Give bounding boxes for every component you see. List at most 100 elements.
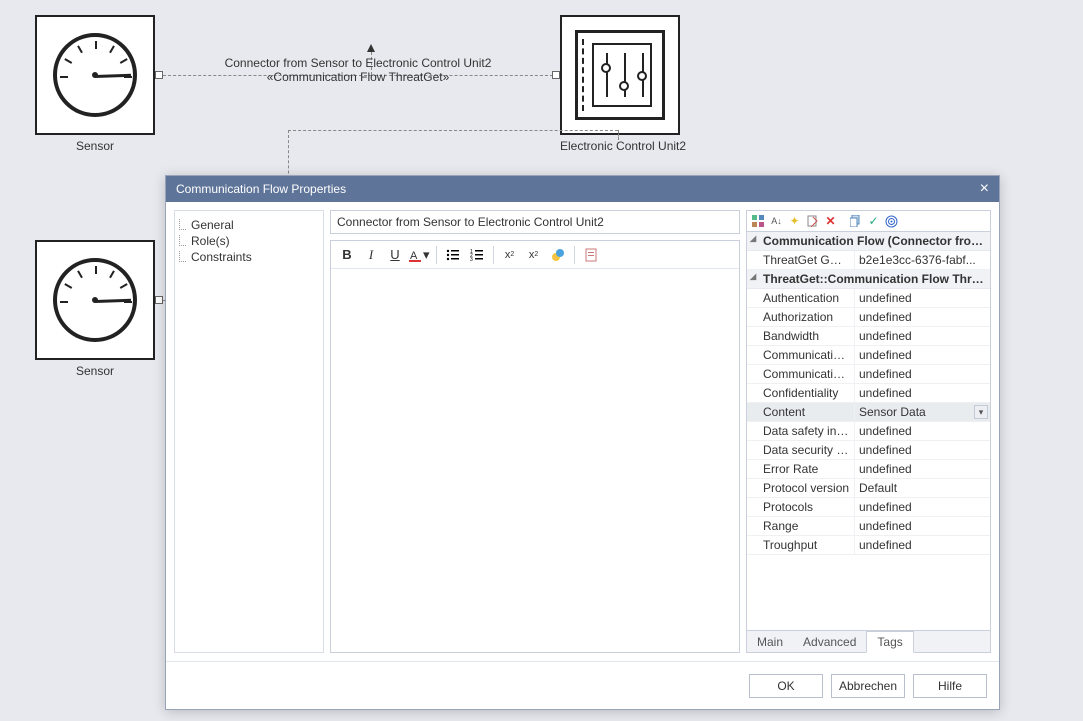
nav-roles[interactable]: Role(s) xyxy=(179,233,319,249)
node-label: Electronic Control Unit2 xyxy=(560,139,686,153)
property-row[interactable]: Authenticationundefined xyxy=(747,289,990,308)
bold-button[interactable]: B xyxy=(337,245,357,265)
delete-tag-icon[interactable]: ✕ xyxy=(823,214,838,229)
property-key: Data safety inte... xyxy=(747,422,855,440)
property-row[interactable]: Authorizationundefined xyxy=(747,308,990,327)
property-value[interactable]: undefined xyxy=(855,536,990,554)
property-key: Communication ... xyxy=(747,365,855,383)
close-icon[interactable]: × xyxy=(980,176,989,202)
editor-textarea[interactable] xyxy=(331,269,739,652)
property-row[interactable]: Troughputundefined xyxy=(747,536,990,555)
edit-tag-icon[interactable] xyxy=(805,214,820,229)
property-key: Troughput xyxy=(747,536,855,554)
property-key: Confidentiality xyxy=(747,384,855,402)
new-tag-icon[interactable]: ✦ xyxy=(787,214,802,229)
bulleted-list-button[interactable] xyxy=(443,245,463,265)
property-row[interactable]: Error Rateundefined xyxy=(747,460,990,479)
edge[interactable] xyxy=(288,130,618,131)
categorized-icon[interactable] xyxy=(751,214,766,229)
edge-label: Connector from Sensor to Electronic Cont… xyxy=(178,56,538,84)
new-doc-button[interactable] xyxy=(581,245,601,265)
property-key: ThreatGet GUID xyxy=(747,251,855,269)
port[interactable] xyxy=(552,71,560,79)
property-value[interactable]: Default xyxy=(855,479,990,497)
properties-dialog: Communication Flow Properties × General … xyxy=(165,175,1000,710)
property-key: Protocol version xyxy=(747,479,855,497)
property-value[interactable]: undefined xyxy=(855,498,990,516)
property-row[interactable]: Data safety inte...undefined xyxy=(747,422,990,441)
port[interactable] xyxy=(155,296,163,304)
property-group[interactable]: Communication Flow (Connector from ... xyxy=(747,232,990,251)
node-label: Sensor xyxy=(35,139,155,153)
property-value[interactable]: undefined xyxy=(855,308,990,326)
nav-tree: General Role(s) Constraints xyxy=(174,210,324,653)
property-value[interactable]: undefined xyxy=(855,460,990,478)
sort-icon[interactable]: A↓ xyxy=(769,214,784,229)
property-row[interactable]: Rangeundefined xyxy=(747,517,990,536)
property-row[interactable]: ThreatGet GUID b2e1e3cc-6376-fabf... xyxy=(747,251,990,270)
nav-constraints[interactable]: Constraints xyxy=(179,249,319,265)
property-value[interactable]: undefined xyxy=(855,441,990,459)
property-value[interactable]: undefined xyxy=(855,327,990,345)
property-row[interactable]: ContentSensor Data▾ xyxy=(747,403,990,422)
node-label: Sensor xyxy=(35,364,155,378)
property-value[interactable]: Sensor Data▾ xyxy=(855,403,990,421)
node-sensor-2[interactable]: Sensor xyxy=(35,240,155,378)
target-icon[interactable] xyxy=(884,214,899,229)
tab-main[interactable]: Main xyxy=(747,632,793,652)
property-value[interactable]: undefined xyxy=(855,384,990,402)
italic-button[interactable]: I xyxy=(361,245,381,265)
copy-tag-icon[interactable] xyxy=(848,214,863,229)
property-row[interactable]: Communication ...undefined xyxy=(747,346,990,365)
property-key: Data security int... xyxy=(747,441,855,459)
property-value[interactable]: undefined xyxy=(855,346,990,364)
connector-name-input[interactable] xyxy=(330,210,740,234)
numbered-list-button[interactable]: 123 xyxy=(467,245,487,265)
underline-button[interactable]: U xyxy=(385,245,405,265)
arrow-icon xyxy=(367,44,375,52)
edge[interactable] xyxy=(618,130,619,140)
property-group[interactable]: ThreatGet::Communication Flow Threat... xyxy=(747,270,990,289)
dialog-title: Communication Flow Properties xyxy=(176,176,346,202)
subscript-button[interactable]: x2 xyxy=(524,245,544,265)
cancel-button[interactable]: Abbrechen xyxy=(831,674,905,698)
svg-text:3: 3 xyxy=(470,257,473,262)
dialog-footer: OK Abbrechen Hilfe xyxy=(166,661,999,709)
property-key: Range xyxy=(747,517,855,535)
property-row[interactable]: Communication ...undefined xyxy=(747,365,990,384)
property-value[interactable]: undefined xyxy=(855,365,990,383)
superscript-button[interactable]: x2 xyxy=(500,245,520,265)
property-key: Error Rate xyxy=(747,460,855,478)
property-row[interactable]: Protocol versionDefault xyxy=(747,479,990,498)
ok-button[interactable]: OK xyxy=(749,674,823,698)
tab-advanced[interactable]: Advanced xyxy=(793,632,866,652)
property-key: Authentication xyxy=(747,289,855,307)
help-button[interactable]: Hilfe xyxy=(913,674,987,698)
port[interactable] xyxy=(155,71,163,79)
node-sensor-1[interactable]: Sensor xyxy=(35,15,155,153)
property-row[interactable]: Data security int...undefined xyxy=(747,441,990,460)
property-key: Bandwidth xyxy=(747,327,855,345)
nav-general[interactable]: General xyxy=(179,217,319,233)
editor-toolbar: B I U A▾ 123 x2 x2 xyxy=(331,241,739,269)
hyperlink-button[interactable] xyxy=(548,245,568,265)
property-value[interactable]: undefined xyxy=(855,422,990,440)
dialog-titlebar[interactable]: Communication Flow Properties × xyxy=(166,176,999,202)
property-grid: Communication Flow (Connector from ... T… xyxy=(746,232,991,631)
property-value[interactable]: undefined xyxy=(855,289,990,307)
font-color-button[interactable]: A▾ xyxy=(409,245,430,265)
node-ecu[interactable]: Electronic Control Unit2 xyxy=(560,15,686,153)
property-key: Communication ... xyxy=(747,346,855,364)
validate-icon[interactable]: ✓ xyxy=(866,214,881,229)
property-row[interactable]: Protocolsundefined xyxy=(747,498,990,517)
dropdown-icon[interactable]: ▾ xyxy=(974,405,988,419)
property-tabs: Main Advanced Tags xyxy=(746,631,991,653)
property-row[interactable]: Bandwidthundefined xyxy=(747,327,990,346)
property-key: Protocols xyxy=(747,498,855,516)
tab-tags[interactable]: Tags xyxy=(866,631,913,653)
property-value[interactable]: undefined xyxy=(855,517,990,535)
property-row[interactable]: Confidentialityundefined xyxy=(747,384,990,403)
property-key: Authorization xyxy=(747,308,855,326)
property-value[interactable]: b2e1e3cc-6376-fabf... xyxy=(855,251,990,269)
property-toolbar: A↓ ✦ ✕ ✓ xyxy=(746,210,991,232)
